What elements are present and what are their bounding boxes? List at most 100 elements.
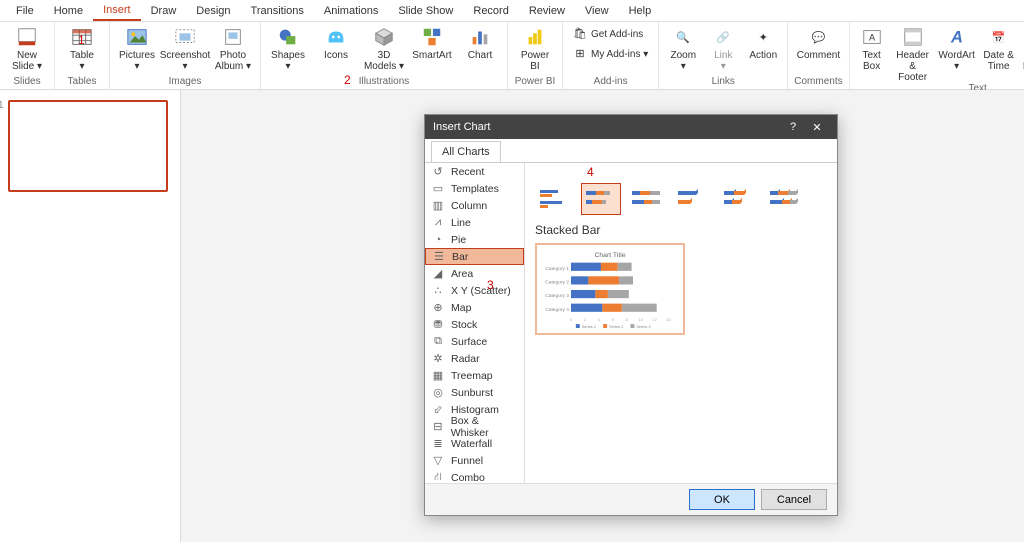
textbox-button[interactable]: AText Box [856,24,888,72]
chart-button[interactable]: Chart [459,24,501,61]
dialog-close-button[interactable]: ✕ [805,121,829,134]
group-powerbi: Power BI Power BI [508,22,563,89]
chart-category-area[interactable]: ◢Area [425,265,524,282]
category-label: Radar [451,353,480,365]
tab-animations[interactable]: Animations [314,2,388,20]
wordart-button[interactable]: AWordArt ▾ [938,24,976,72]
category-label: Templates [451,183,499,195]
tab-home[interactable]: Home [44,2,93,20]
addins-icon: ⊞ [573,46,587,60]
group-links: 🔍Zoom ▾ 🔗Link ▾ ✦Action Links [659,22,788,89]
chart-category-funnel[interactable]: ▽Funnel [425,452,524,469]
group-images: Pictures ▾ Screenshot ▾ Photo Album ▾ Im… [110,22,261,89]
chart-subtype-5[interactable] [765,183,805,215]
category-label: Stock [451,319,477,331]
chart-category-stock[interactable]: ⛃Stock [425,316,524,333]
my-addins-button[interactable]: ⊞My Add-ins ▾ [569,44,652,62]
date-time-button[interactable]: 📅Date & Time [982,24,1016,72]
tab-help[interactable]: Help [619,2,662,20]
ribbon: New Slide ▾ Slides Table ▾ Tables Pictur… [0,22,1024,90]
chart-category-pie[interactable]: ◔Pie [425,231,524,248]
chart-category-combo[interactable]: ⛙Combo [425,469,524,483]
annotation-1: 1 [78,33,85,47]
icons-button[interactable]: Icons [315,24,357,61]
header-footer-button[interactable]: Header & Footer [894,24,932,83]
category-icon: ⊟ [431,420,445,433]
chart-category-box-whisker[interactable]: ⊟Box & Whisker [425,418,524,435]
chart-subtype-2[interactable] [627,183,667,215]
powerbi-button[interactable]: Power BI [514,24,556,72]
3d-models-button[interactable]: 3D Models ▾ [363,24,405,72]
svg-text:A: A [869,33,876,43]
slide-thumbnail[interactable] [8,100,168,192]
annotation-2: 2 [344,73,351,87]
chart-category-line[interactable]: ⩘Line [425,214,524,231]
chart-subtype-3[interactable] [673,183,713,215]
tab-transitions[interactable]: Transitions [241,2,314,20]
tab-slideshow[interactable]: Slide Show [388,2,463,20]
pictures-button[interactable]: Pictures ▾ [116,24,158,72]
cancel-button[interactable]: Cancel [761,489,827,510]
link-button[interactable]: 🔗Link ▾ [707,24,739,72]
tab-review[interactable]: Review [519,2,575,20]
shapes-button[interactable]: Shapes ▾ [267,24,309,72]
annotation-3: 3 [487,278,494,292]
svg-text:12: 12 [652,317,656,322]
photo-album-button[interactable]: Photo Album ▾ [212,24,254,72]
category-icon: ⛙ [431,471,445,484]
ok-button[interactable]: OK [689,489,755,510]
tab-view[interactable]: View [575,2,619,20]
zoom-button[interactable]: 🔍Zoom ▾ [665,24,701,72]
chart-category-column[interactable]: ▥Column [425,197,524,214]
chart-subtype-0[interactable] [535,183,575,215]
chart-category-x-y-scatter-[interactable]: ∴ X Y (Scatter) [425,282,524,299]
get-addins-button[interactable]: 🛍Get Add-ins [569,24,652,42]
category-label: Map [451,302,471,314]
menu-bar: File Home Insert Draw Design Transitions… [0,0,1024,22]
chart-category-templates[interactable]: ▭Templates [425,180,524,197]
category-icon: ∴ [431,284,445,297]
table-button[interactable]: Table ▾ [61,24,103,72]
dialog-tabs: All Charts [425,139,837,163]
category-icon: ≣ [431,437,445,450]
action-icon: ✦ [752,26,774,48]
chart-category-bar[interactable]: ☰Bar [425,248,524,265]
chart-icon [469,26,491,48]
chart-subtype-1[interactable] [581,183,621,215]
chart-category-surface[interactable]: ⧉Surface [425,333,524,350]
category-icon: ⊕ [431,301,445,314]
comment-button[interactable]: 💬Comment [797,24,839,61]
textbox-icon: A [861,26,883,48]
category-label: Column [451,200,487,212]
category-icon: ☰ [432,250,446,263]
smartart-button[interactable]: SmartArt [411,24,453,61]
category-label: Waterfall [451,438,492,450]
chart-category-radar[interactable]: ✲ Radar [425,350,524,367]
tab-file[interactable]: File [6,2,44,20]
new-slide-button[interactable]: New Slide ▾ [6,24,48,72]
wordart-icon: A [946,26,968,48]
group-text: AText Box Header & Footer AWordArt ▾ 📅Da… [850,22,1024,89]
screenshot-icon [174,26,196,48]
tab-draw[interactable]: Draw [141,2,187,20]
screenshot-button[interactable]: Screenshot ▾ [164,24,206,72]
chart-category-map[interactable]: ⊕ Map [425,299,524,316]
svg-text:Series 2: Series 2 [609,324,623,329]
tab-all-charts[interactable]: All Charts [431,141,501,162]
dialog-titlebar[interactable]: Insert Chart ? ✕ [425,115,837,139]
insert-chart-dialog: Insert Chart ? ✕ All Charts ↺Recent▭Temp… [424,114,838,516]
tab-insert[interactable]: Insert [93,1,141,21]
chart-subtype-4[interactable] [719,183,759,215]
dialog-help-button[interactable]: ? [781,121,805,133]
store-icon: 🛍 [573,26,587,40]
action-button[interactable]: ✦Action [745,24,781,61]
tab-design[interactable]: Design [186,2,240,20]
category-icon: ✲ [431,352,445,365]
svg-text:A: A [950,29,963,47]
chart-category-recent[interactable]: ↺Recent [425,163,524,180]
tab-record[interactable]: Record [463,2,518,20]
chart-category-treemap[interactable]: ▦Treemap [425,367,524,384]
category-label: X Y (Scatter) [451,285,511,297]
chart-preview[interactable]: Chart TitleCategory 1Category 2Category … [535,243,685,335]
chart-category-sunburst[interactable]: ◎Sunburst [425,384,524,401]
